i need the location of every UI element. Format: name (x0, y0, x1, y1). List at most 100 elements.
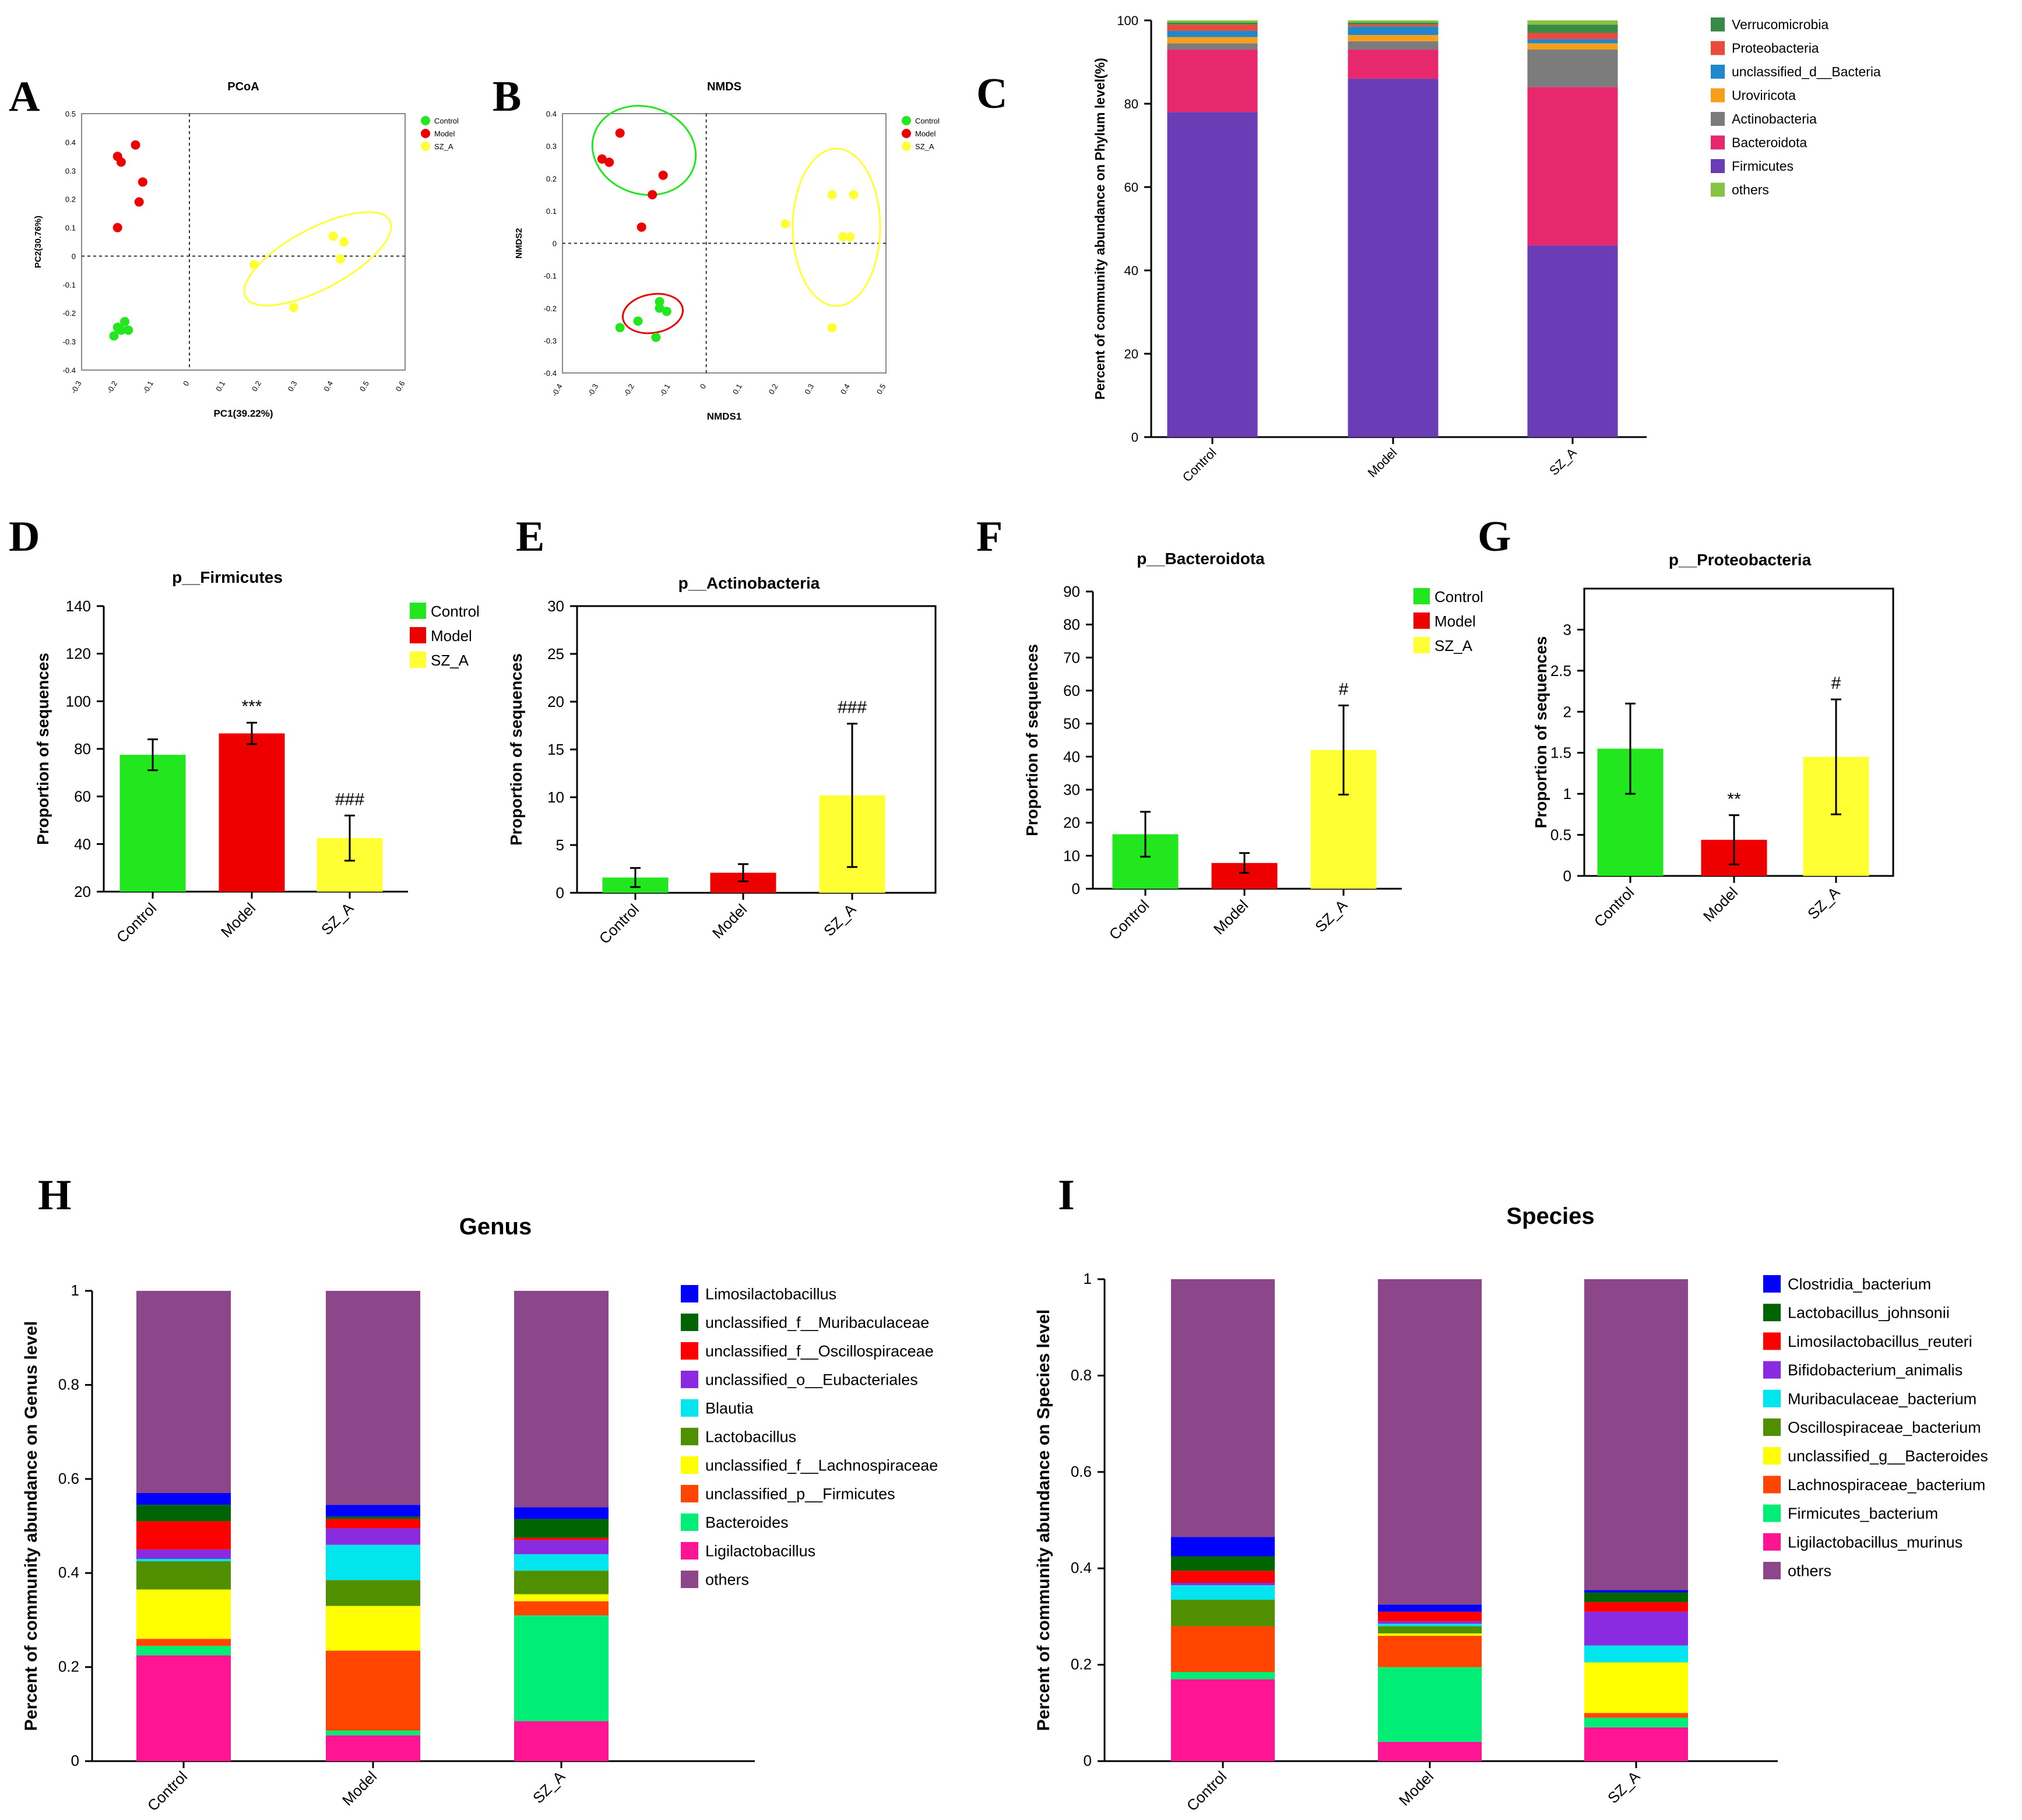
f-legend-swatch (1413, 612, 1430, 629)
i-ytick-label: 0.4 (1071, 1559, 1092, 1576)
a-legend-marker (421, 129, 430, 138)
e-ytick-label: 25 (547, 645, 564, 663)
b-ytick-label: 0.2 (546, 174, 557, 183)
a-ytick-label: -0.4 (63, 366, 76, 375)
h-bar-segment-unclassified_o__eubacteriales (514, 1540, 609, 1554)
i-bar-segment-ligilactobacillus_murinus (1171, 1679, 1275, 1761)
h-bar-segment-unclassified_f__oscillospiraceae (326, 1519, 420, 1529)
f-ytick-label: 70 (1063, 649, 1080, 666)
f-ytick-label: 30 (1063, 781, 1080, 798)
d-legend-swatch (410, 652, 426, 668)
a-point-sz_a (289, 302, 298, 312)
d-legend-swatch (410, 603, 426, 619)
g-ylabel: Proportion of sequences (1532, 636, 1550, 829)
g-ytick-label: 1.5 (1550, 744, 1571, 762)
g-xtick-label: SZ_A (1804, 883, 1844, 923)
i-bar-segment-oscillospiraceae_bacterium (1378, 1626, 1482, 1634)
a-legend-marker (421, 116, 430, 125)
b-point-sz_a (838, 232, 848, 242)
c-bar-segment-verrucomicrobia (1348, 22, 1439, 25)
e-ytick-label: 15 (547, 741, 564, 758)
d-legend-swatch (410, 627, 426, 643)
c-bar-segment-bacteroidota (1527, 87, 1618, 246)
a-point-control (124, 325, 133, 335)
c-bar-segment-firmicutes (1167, 112, 1258, 438)
i-legend-label: Clostridia_bacterium (1788, 1275, 1931, 1293)
a-point-control (112, 322, 122, 332)
d-legend-label: Model (431, 627, 472, 645)
a-xtick-label: 0 (181, 379, 191, 388)
c-bar-segment-verrucomicrobia (1527, 24, 1618, 33)
g-xtick-label: Control (1591, 883, 1637, 930)
b-ellipse-model (621, 293, 684, 335)
b-legend-marker (902, 142, 911, 151)
b-xtick-label: 0.5 (875, 382, 888, 396)
b-point-model (658, 170, 668, 180)
a-point-sz_a (339, 237, 349, 247)
c-bar-segment-proteobacteria (1167, 24, 1258, 31)
b-point-model (604, 157, 614, 167)
i-bar-segment-limosilactobacillus_reuteri (1378, 1611, 1482, 1622)
a-legend-label: SZ_A (434, 142, 453, 151)
h-bar-segment-others (514, 1291, 609, 1508)
h-legend-swatch (681, 1571, 698, 1588)
i-bar-segment-ligilactobacillus_murinus (1584, 1727, 1688, 1761)
h-legend-label: Blautia (705, 1399, 754, 1417)
g-significance-mark: ** (1727, 790, 1741, 809)
b-ytick-label: 0 (553, 240, 557, 248)
a-point-control (120, 316, 129, 326)
b-xtick-label: 0 (698, 382, 708, 390)
i-bar-segment-others (1171, 1279, 1275, 1537)
b-legend-marker (902, 116, 911, 125)
f-legend-label: Control (1434, 588, 1483, 606)
i-bar-segment-lachnospiraceae_bacterium (1584, 1713, 1688, 1718)
d-xtick-label: Model (217, 899, 259, 941)
i-bar-segment-firmicutes_bacterium (1171, 1672, 1275, 1680)
d-ytick-label: 100 (66, 692, 91, 710)
i-bar-segment-lactobacillus_johnsonii (1171, 1556, 1275, 1571)
c-xtick-label: Control (1180, 445, 1219, 485)
h-bar-segment-ligilactobacillus (326, 1735, 420, 1761)
c-legend-swatch (1711, 159, 1725, 173)
a-xtick-label: 0.2 (250, 379, 263, 393)
panel-letter-C: C (976, 70, 1007, 118)
d-ylabel: Proportion of sequences (34, 653, 52, 845)
c-legend-swatch (1711, 41, 1725, 55)
i-bar-segment-bifidobacterium_animalis (1584, 1611, 1688, 1646)
c-ytick-label: 20 (1124, 347, 1138, 361)
e-ylabel: Proportion of sequences (507, 653, 525, 846)
b-ytick-label: 0.3 (546, 142, 557, 151)
b-point-model (637, 222, 646, 232)
h-ytick-label: 0.6 (58, 1470, 79, 1487)
i-bar-segment-ligilactobacillus_murinus (1378, 1741, 1482, 1761)
h-legend-label: Ligilactobacillus (705, 1542, 815, 1560)
panel-letter-G: G (1478, 513, 1511, 561)
i-ytick-label: 0 (1084, 1752, 1092, 1769)
f-ytick-label: 10 (1063, 847, 1080, 864)
f-ytick-label: 50 (1063, 715, 1080, 733)
i-bar-segment-bifidobacterium_animalis (1171, 1583, 1275, 1586)
c-bar-segment-actinobacteria (1167, 43, 1258, 50)
h-legend-swatch (681, 1342, 698, 1360)
g-ytick-label: 0.5 (1550, 826, 1571, 844)
panel-letter-H: H (38, 1171, 72, 1219)
h-legend-swatch (681, 1428, 698, 1445)
c-bar-segment-proteobacteria (1527, 33, 1618, 40)
b-point-sz_a (827, 323, 837, 333)
i-xtick-label: SZ_A (1604, 1768, 1644, 1807)
d-significance-mark: ### (335, 790, 364, 809)
b-xtick-label: 0.3 (803, 382, 815, 396)
h-legend-label: unclassified_p__Firmicutes (705, 1485, 895, 1502)
c-legend-swatch (1711, 135, 1725, 150)
i-ytick-label: 1 (1084, 1270, 1092, 1287)
c-legend-label: unclassified_d__Bacteria (1732, 64, 1881, 79)
h-ytick-label: 0.4 (58, 1564, 79, 1581)
d-xtick-label: SZ_A (318, 899, 357, 939)
h-bar-segment-unclassified_f__muribaculaceae (326, 1516, 420, 1519)
i-legend-label: Lachnospiraceae_bacterium (1788, 1476, 1985, 1494)
a-ytick-label: 0.4 (65, 138, 76, 147)
g-title: p__Proteobacteria (1669, 551, 1812, 569)
i-bar-segment-others (1378, 1279, 1482, 1605)
h-xtick-label: Control (144, 1768, 191, 1814)
